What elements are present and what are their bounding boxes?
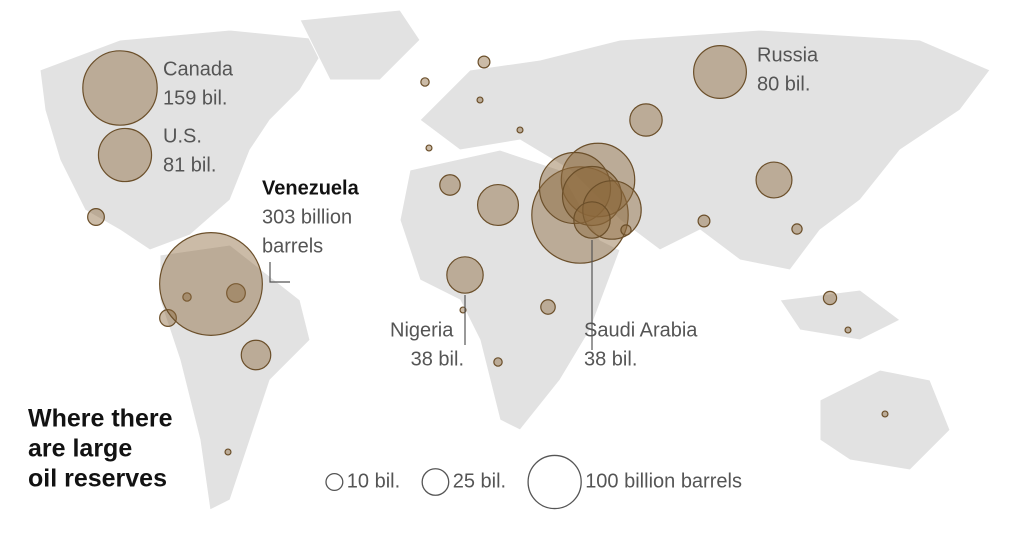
bubbles (82, 45, 889, 456)
bubble (82, 50, 158, 126)
bubble (516, 126, 524, 134)
country-name: Venezuela (262, 177, 360, 199)
country-name: Russia (757, 44, 819, 66)
bubble (538, 151, 612, 225)
bubble (476, 96, 484, 104)
bubble (822, 290, 838, 306)
country-name: Saudi Arabia (584, 319, 698, 341)
title: oil reserves (28, 465, 167, 493)
value-label: 81 bil. (163, 154, 216, 176)
value-label: 38 bil. (411, 348, 464, 370)
country-name: Nigeria (390, 319, 454, 341)
bubble (226, 283, 246, 303)
bubble (629, 103, 663, 137)
title: are large (28, 435, 132, 463)
legend-circle (325, 472, 344, 492)
bubble (425, 144, 433, 152)
value-label: 303 billion (262, 206, 352, 228)
bubble (573, 201, 611, 239)
legend-label: 10 bil. (347, 470, 400, 492)
legend-circle (527, 454, 582, 510)
value-label: 80 bil. (757, 73, 810, 95)
bubble (755, 161, 793, 199)
bubble (540, 299, 556, 315)
legend-circle (421, 468, 450, 496)
bubble (697, 214, 711, 228)
legend-label: 100 billion barrels (585, 470, 742, 492)
bubble (446, 256, 484, 294)
bubble (224, 448, 232, 456)
bubble (159, 309, 177, 327)
bubble (159, 232, 263, 336)
bubble (240, 339, 272, 371)
country-name: U.S. (163, 125, 202, 147)
bubble (791, 223, 803, 235)
bubble (476, 183, 520, 227)
bubble (693, 45, 747, 99)
labels: Canada 159 bil. U.S. 81 bil. Venezuela 303 bi… (163, 44, 819, 370)
value-label: barrels (262, 235, 323, 257)
bubble (420, 77, 430, 87)
legend-label: 25 bil. (453, 470, 506, 492)
title: Where there (28, 405, 173, 433)
bubble (620, 224, 632, 236)
bubble (439, 174, 461, 196)
bubble (477, 55, 491, 69)
bubble (531, 166, 629, 264)
bubble (844, 326, 852, 334)
land (39, 9, 991, 511)
bubble (182, 292, 192, 302)
value-label: 38 bil. (584, 348, 637, 370)
value-label: 159 bil. (163, 87, 228, 109)
bubble (97, 127, 153, 183)
leader (269, 262, 290, 283)
bubble (87, 208, 105, 226)
bubble (493, 357, 503, 367)
bubble (560, 142, 636, 218)
bubble (881, 410, 889, 418)
country-name: Canada (163, 58, 234, 80)
